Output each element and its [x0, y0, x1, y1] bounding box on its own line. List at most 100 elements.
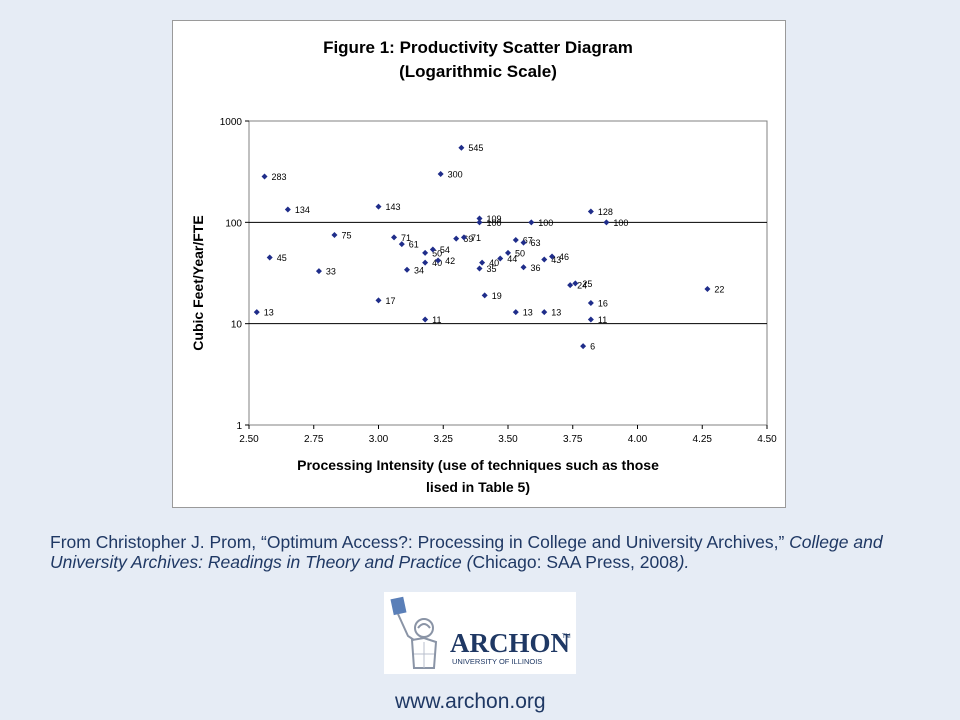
data-point	[460, 234, 467, 241]
data-point	[505, 249, 511, 256]
logo-tagline: UNIVERSITY OF ILLINOIS	[452, 657, 542, 666]
chart-title: Figure 1: Productivity Scatter Diagram	[323, 38, 633, 57]
data-point	[580, 343, 587, 350]
x-tick-label: 2.50	[239, 434, 259, 445]
data-label: 22	[714, 284, 724, 294]
data-label: 6	[590, 342, 595, 352]
data-point	[429, 246, 436, 253]
data-label: 45	[277, 253, 287, 263]
citation-book-title: College and University Archives: Reading…	[50, 532, 883, 572]
data-label: 100	[613, 218, 628, 228]
data-point	[284, 206, 291, 213]
data-point	[587, 208, 594, 215]
citation-text: From Christopher J. Prom, “Optimum Acces…	[50, 532, 910, 572]
x-tick-label: 2.75	[304, 434, 324, 445]
chart-subtitle: (Logarithmic Scale)	[399, 62, 557, 81]
chart-panel: Figure 1: Productivity Scatter Diagram (L…	[172, 20, 786, 508]
data-label: 19	[492, 291, 502, 301]
data-point	[375, 297, 382, 304]
data-label: 17	[386, 296, 396, 306]
data-label: 16	[598, 298, 608, 308]
data-point	[476, 215, 483, 222]
data-point	[266, 254, 273, 261]
x-axis-label-line-2: lised in Table 5)	[426, 479, 530, 495]
data-label: 109	[487, 214, 502, 224]
data-label: 13	[523, 308, 533, 318]
data-point	[331, 231, 338, 238]
x-tick-label: 4.00	[628, 434, 648, 445]
data-label: 54	[440, 245, 450, 255]
data-label: 35	[487, 264, 497, 274]
data-point	[458, 144, 465, 151]
data-point	[422, 259, 429, 266]
archon-logo: ARCHON TM UNIVERSITY OF ILLINOIS	[384, 592, 576, 674]
citation-part-4: ).	[678, 552, 690, 572]
data-point	[261, 173, 268, 180]
data-point	[481, 292, 488, 299]
x-tick-label: 3.00	[369, 434, 389, 445]
scatter-chart: Figure 1: Productivity Scatter Diagram (L…	[190, 38, 777, 495]
data-point	[572, 280, 579, 287]
logo-trademark: TM	[562, 634, 571, 640]
data-point	[476, 219, 483, 226]
data-point	[253, 309, 260, 316]
data-point	[315, 268, 322, 275]
data-point	[476, 265, 483, 272]
data-label: 34	[414, 265, 424, 275]
x-tick-label: 3.25	[434, 434, 454, 445]
y-axis-label: Cubic Feet/Year/FTE	[190, 215, 206, 350]
data-point	[422, 316, 429, 323]
data-label: 63	[531, 238, 541, 248]
data-point	[403, 266, 410, 273]
data-point	[528, 219, 535, 226]
data-point	[435, 257, 442, 264]
y-tick-label: 1	[236, 421, 242, 432]
data-point	[375, 203, 382, 210]
y-tick-label: 1000	[220, 117, 243, 128]
data-label: 71	[471, 233, 481, 243]
data-label: 50	[515, 248, 525, 258]
data-label: 44	[507, 254, 517, 264]
data-point	[422, 249, 429, 256]
data-label: 25	[582, 279, 592, 289]
data-label: 134	[295, 205, 310, 215]
data-point	[603, 219, 610, 226]
data-label: 40	[489, 258, 499, 268]
citation-part-1: From Christopher J. Prom, “Optimum Acces…	[50, 532, 790, 552]
data-point	[512, 309, 519, 316]
data-label: 11	[598, 315, 607, 325]
x-tick-label: 4.25	[693, 434, 713, 445]
data-label: 100	[487, 218, 502, 228]
data-label: 71	[401, 233, 411, 243]
data-point	[541, 256, 548, 263]
data-point	[549, 253, 556, 260]
data-point	[541, 309, 548, 316]
data-point	[512, 236, 519, 243]
data-label: 40	[432, 258, 442, 268]
data-label: 75	[341, 230, 351, 240]
data-label: 24	[577, 281, 587, 291]
data-label: 36	[531, 263, 541, 273]
data-label: 43	[551, 255, 561, 265]
data-label: 69	[463, 234, 473, 244]
data-label: 42	[445, 256, 455, 266]
x-tick-label: 3.75	[563, 434, 583, 445]
data-label: 11	[432, 315, 441, 325]
data-point	[520, 264, 527, 271]
data-label: 13	[551, 308, 561, 318]
data-label: 33	[326, 267, 336, 277]
data-point	[398, 241, 405, 248]
data-label: 128	[598, 207, 613, 217]
book-icon	[390, 596, 407, 616]
citation-part-3: Chicago: SAA Press, 2008	[472, 552, 679, 572]
data-point	[453, 235, 460, 242]
data-label: 300	[448, 169, 463, 179]
data-point	[704, 285, 711, 292]
data-point	[587, 299, 594, 306]
website-url[interactable]: www.archon.org	[395, 690, 546, 713]
data-point	[520, 239, 527, 246]
y-tick-label: 10	[231, 320, 243, 331]
data-label: 67	[523, 235, 533, 245]
data-point	[587, 316, 594, 323]
data-point	[567, 282, 574, 289]
